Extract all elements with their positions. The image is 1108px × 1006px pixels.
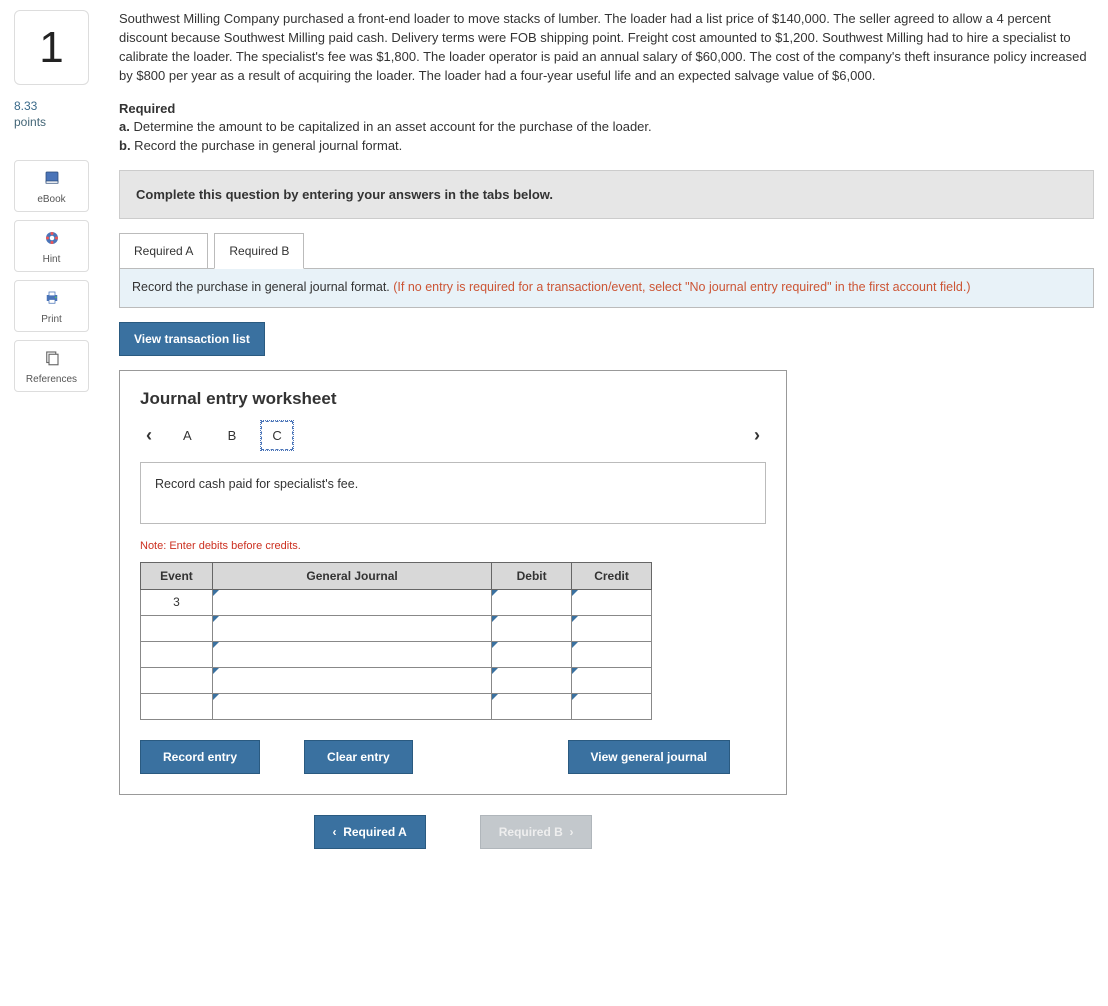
pager-tab-b[interactable]: B (217, 421, 248, 450)
references-button[interactable]: References (14, 340, 89, 392)
credit-cell[interactable] (572, 615, 652, 641)
pager-prev-button[interactable]: ‹ (140, 425, 158, 446)
credit-cell[interactable] (572, 693, 652, 719)
question-text: Southwest Milling Company purchased a fr… (119, 10, 1094, 85)
credit-cell[interactable] (572, 589, 652, 615)
debits-note: Note: Enter debits before credits. (140, 540, 766, 552)
entry-pager: ‹ A B C › (140, 421, 766, 450)
account-cell[interactable] (212, 615, 491, 641)
account-cell[interactable] (212, 641, 491, 667)
event-cell[interactable]: 3 (141, 589, 213, 615)
references-label: References (26, 374, 77, 385)
nav-next-label: Required B (499, 825, 563, 839)
requirement-b: b. Record the purchase in general journa… (119, 137, 1094, 156)
nav-prev-label: Required A (343, 825, 407, 839)
print-label: Print (41, 314, 62, 325)
print-icon (43, 289, 61, 310)
references-icon (43, 349, 61, 370)
ebook-button[interactable]: eBook (14, 160, 89, 212)
tab-instruction-main: Record the purchase in general journal f… (132, 280, 393, 294)
account-cell[interactable] (212, 693, 491, 719)
header-debit: Debit (492, 562, 572, 589)
journal-worksheet: Journal entry worksheet ‹ A B C › Record… (119, 370, 787, 795)
points-value: 8.33 (14, 99, 37, 113)
points-label: points (14, 115, 46, 129)
header-general-journal: General Journal (212, 562, 491, 589)
table-row (141, 641, 652, 667)
instruction-box: Complete this question by entering your … (119, 170, 1094, 219)
event-cell[interactable] (141, 615, 213, 641)
journal-table: Event General Journal Debit Credit 3 (140, 562, 652, 720)
requirement-tabs: Required A Required B (119, 233, 1094, 268)
table-row (141, 667, 652, 693)
pager-next-button[interactable]: › (748, 425, 766, 446)
header-event: Event (141, 562, 213, 589)
debit-cell[interactable] (492, 667, 572, 693)
required-heading: Required (119, 101, 1094, 116)
credit-cell[interactable] (572, 641, 652, 667)
table-row (141, 693, 652, 719)
account-cell[interactable] (212, 589, 491, 615)
entry-description: Record cash paid for specialist's fee. (140, 462, 766, 524)
book-icon (43, 169, 61, 190)
ebook-label: eBook (37, 194, 65, 205)
debit-cell[interactable] (492, 641, 572, 667)
header-credit: Credit (572, 562, 652, 589)
view-general-journal-button[interactable]: View general journal (568, 740, 730, 774)
debit-cell[interactable] (492, 589, 572, 615)
print-button[interactable]: Print (14, 280, 89, 332)
event-cell[interactable] (141, 693, 213, 719)
record-entry-button[interactable]: Record entry (140, 740, 260, 774)
view-transaction-list-button[interactable]: View transaction list (119, 322, 265, 356)
main-content: Southwest Milling Company purchased a fr… (119, 10, 1094, 849)
chevron-right-icon: › (569, 825, 573, 839)
event-cell[interactable] (141, 641, 213, 667)
points-display: 8.33 points (14, 99, 89, 130)
table-row: 3 (141, 589, 652, 615)
tab-instruction-note: (If no entry is required for a transacti… (393, 280, 970, 294)
requirement-a: a. a. Determine the amount to be capital… (119, 118, 1094, 137)
tab-required-b[interactable]: Required B (214, 233, 304, 269)
pager-tab-c[interactable]: C (261, 421, 292, 450)
pager-tab-a[interactable]: A (172, 421, 203, 450)
table-row (141, 615, 652, 641)
hint-button[interactable]: Hint (14, 220, 89, 272)
worksheet-buttons: Record entry Clear entry View general jo… (140, 740, 730, 774)
left-sidebar: 1 8.33 points eBook Hint Print Reference… (14, 10, 89, 849)
nav-next-button: Required B › (480, 815, 593, 849)
debit-cell[interactable] (492, 615, 572, 641)
credit-cell[interactable] (572, 667, 652, 693)
clear-entry-button[interactable]: Clear entry (304, 740, 413, 774)
nav-buttons: ‹ Required A Required B › (119, 815, 787, 849)
worksheet-title: Journal entry worksheet (140, 389, 766, 409)
tab-content: Record the purchase in general journal f… (119, 268, 1094, 308)
question-number: 1 (14, 10, 89, 85)
debit-cell[interactable] (492, 693, 572, 719)
event-cell[interactable] (141, 667, 213, 693)
hint-icon (43, 229, 61, 250)
tab-required-a[interactable]: Required A (119, 233, 208, 269)
nav-prev-button[interactable]: ‹ Required A (314, 815, 426, 849)
hint-label: Hint (43, 254, 61, 265)
chevron-left-icon: ‹ (333, 825, 337, 839)
account-cell[interactable] (212, 667, 491, 693)
